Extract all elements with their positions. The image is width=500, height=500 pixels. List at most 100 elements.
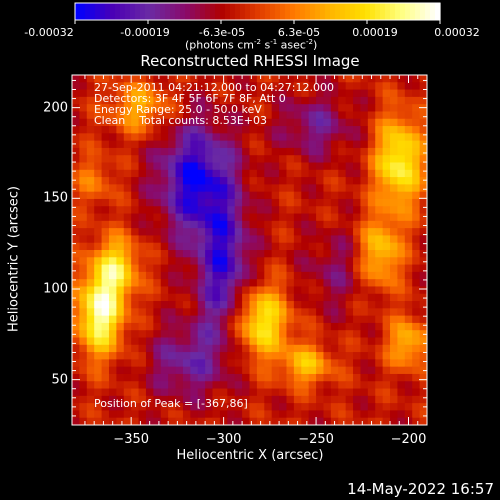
heatmap-cell (234, 388, 243, 397)
heatmap-cell (382, 126, 391, 134)
heatmap-cell (86, 169, 95, 178)
heatmap-cell (338, 89, 347, 98)
heatmap-cell (301, 308, 310, 317)
heatmap-cell (382, 293, 391, 302)
colorbar-swatch (90, 3, 96, 20)
heatmap-cell (353, 381, 361, 390)
heatmap-cell (279, 75, 287, 83)
heatmap-cell (308, 155, 317, 163)
heatmap-cell (101, 133, 110, 142)
heatmap-cell (116, 410, 125, 419)
heatmap-cell (279, 118, 287, 127)
heatmap-cell (108, 257, 117, 266)
heatmap-cell (360, 191, 369, 200)
heatmap-cell (79, 417, 88, 426)
heatmap-cell (286, 315, 295, 324)
heatmap-cell (412, 352, 421, 360)
heatmap-cell (101, 235, 110, 244)
heatmap-cell (279, 257, 287, 266)
heatmap-cell (138, 352, 147, 360)
heatmap-cell (419, 155, 428, 163)
heatmap-cell (212, 96, 221, 105)
heatmap-cell (264, 96, 273, 105)
heatmap-cell (412, 118, 421, 127)
heatmap-cell (271, 395, 280, 404)
heatmap-cell (419, 147, 428, 156)
heatmap-cell (330, 104, 339, 112)
heatmap-cell (390, 162, 398, 171)
heatmap-cell (175, 169, 184, 178)
heatmap-cell (94, 286, 103, 295)
heatmap-cell (256, 198, 265, 207)
heatmap-cell (219, 177, 228, 185)
heatmap-cell (279, 271, 287, 280)
heatmap-cell (404, 322, 413, 331)
heatmap-cell (249, 403, 258, 411)
heatmap-cell (94, 403, 103, 411)
heatmap-cell (197, 228, 206, 236)
heatmap-cell (123, 111, 132, 120)
heatmap-cell (256, 242, 265, 251)
heatmap-cell (404, 279, 413, 287)
heatmap-cell (131, 279, 140, 287)
heatmap-cell (367, 293, 376, 302)
heatmap-cell (86, 286, 95, 295)
heatmap-cell (419, 82, 428, 91)
heatmap-cell (182, 242, 191, 251)
heatmap-cell (160, 337, 169, 346)
heatmap-cell (301, 337, 310, 346)
heatmap-cell (375, 250, 384, 258)
heatmap-cell (249, 373, 258, 382)
heatmap-cell (308, 301, 317, 309)
heatmap-cell (94, 366, 103, 375)
heatmap-cell (264, 417, 273, 426)
heatmap-cell (382, 264, 391, 273)
heatmap-cell (94, 126, 103, 134)
heatmap-cell (286, 344, 295, 353)
heatmap-cell (419, 286, 428, 295)
heatmap-cell (293, 213, 302, 222)
heatmap-cell (353, 155, 361, 163)
heatmap-cell (227, 133, 236, 142)
heatmap-cell (227, 337, 236, 346)
heatmap-cell (116, 403, 125, 411)
heatmap-cell (367, 162, 376, 171)
heatmap-cell (301, 206, 310, 215)
heatmap-cell (197, 82, 206, 91)
heatmap-cell (197, 337, 206, 346)
heatmap-cell (286, 228, 295, 236)
heatmap-cell (219, 133, 228, 142)
heatmap-cell (323, 395, 332, 404)
heatmap-cell (242, 96, 250, 105)
heatmap-cell (367, 410, 376, 419)
heatmap-cell (271, 220, 280, 229)
heatmap-cell (256, 286, 265, 295)
heatmap-cell (286, 264, 295, 273)
heatmap-cell (360, 228, 369, 236)
heatmap-cell (338, 162, 347, 171)
heatmap-cell (182, 111, 191, 120)
heatmap-cell (264, 366, 273, 375)
heatmap-cell (145, 104, 154, 112)
heatmap-cell (338, 381, 347, 390)
heatmap-cell (382, 104, 391, 112)
heatmap-cell (323, 417, 332, 426)
heatmap-cell (153, 242, 162, 251)
heatmap-cell (182, 191, 191, 200)
heatmap-cell (205, 301, 214, 309)
heatmap-cell (249, 235, 258, 244)
heatmap-cell (72, 177, 80, 185)
heatmap-cell (382, 198, 391, 207)
heatmap-cell (293, 235, 302, 244)
heatmap-cell (345, 228, 354, 236)
heatmap-cell (219, 395, 228, 404)
heatmap-cell (72, 228, 80, 236)
heatmap-cell (308, 271, 317, 280)
heatmap-cell (316, 315, 324, 324)
heatmap-cell (153, 359, 162, 368)
heatmap-cell (108, 118, 117, 127)
heatmap-cell (323, 133, 332, 142)
heatmap-cell (279, 410, 287, 419)
heatmap-cell (279, 359, 287, 368)
heatmap-cell (168, 242, 177, 251)
